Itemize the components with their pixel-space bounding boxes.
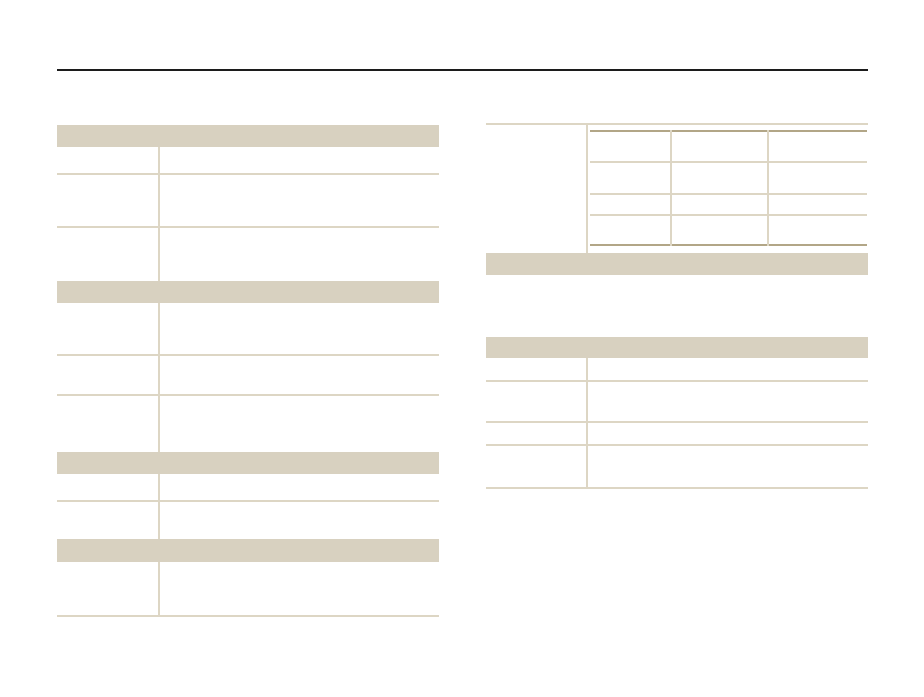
nested-grid-row-divider-3 [590,214,867,216]
right-section-2-row-divider-1 [486,380,868,382]
nested-grid-top-border [590,130,867,132]
right-section-1-header-bar [486,253,868,275]
nested-grid-row-divider-2 [590,193,867,195]
left-section-1-row-divider-1 [57,173,439,175]
right-section-2-row-divider-2 [486,421,868,423]
left-section-1-row-divider-2 [57,226,439,228]
right-section-2-column-divider [586,358,588,488]
right-section-2-bottom-border [486,487,868,489]
left-section-4-column-divider [158,562,160,616]
nested-grid-column-divider-2 [767,130,769,246]
right-section-2-row-divider-3 [486,444,868,446]
left-section-2-header-bar [57,281,439,303]
right-continuation-column-divider [586,123,588,254]
right-section-2-header-bar [486,337,868,358]
left-section-2-row-divider-1 [57,354,439,356]
left-section-2-column-divider [158,303,160,452]
left-section-3-row-divider-1 [57,500,439,502]
left-section-1-column-divider [158,147,160,281]
nested-grid-column-divider-1 [670,130,672,246]
left-section-3-header-bar [57,452,439,474]
left-section-3-column-divider [158,474,160,539]
page-top-rule [57,69,868,71]
left-section-1-header-bar [57,125,439,147]
right-continuation-top-divider [486,123,868,125]
nested-grid-bottom-border [590,244,867,246]
left-section-4-header-bar [57,539,439,562]
left-section-2-row-divider-2 [57,394,439,396]
left-table-bottom-border [57,615,439,617]
nested-grid-row-divider-1 [590,161,867,163]
